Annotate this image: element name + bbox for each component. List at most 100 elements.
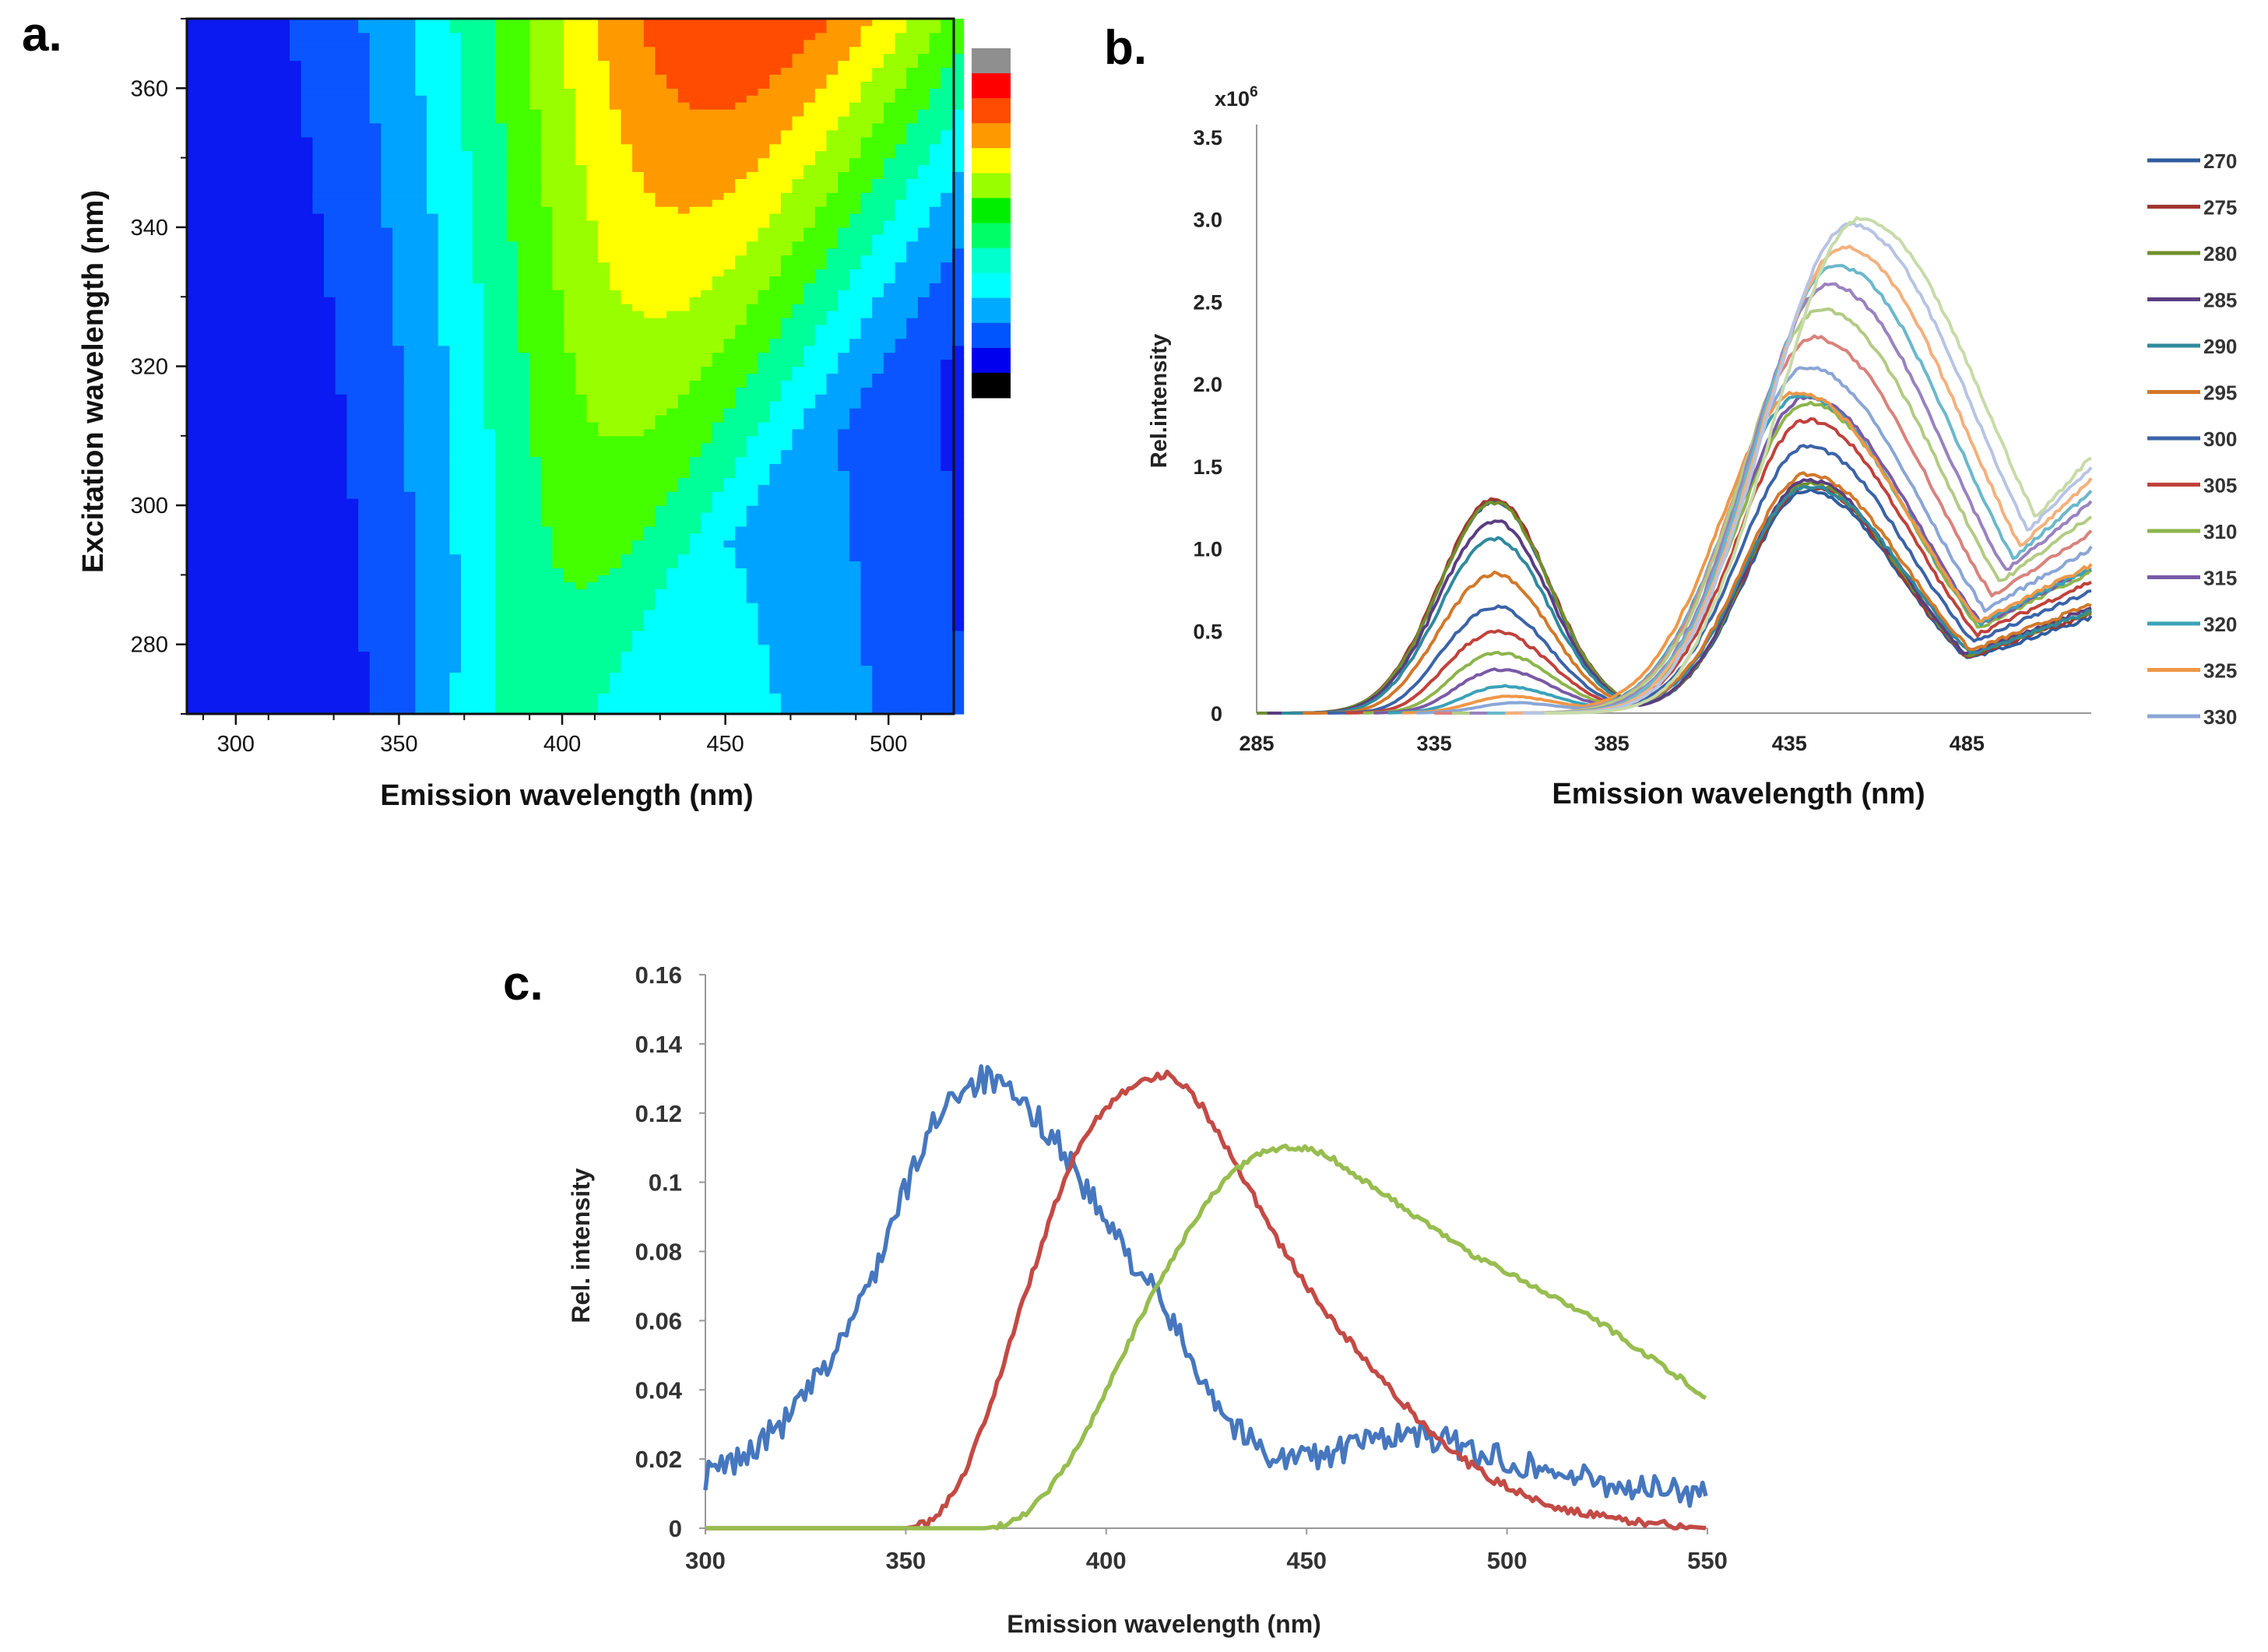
heatmap-cell	[346, 67, 359, 75]
heatmap-cell	[472, 477, 485, 485]
heatmap-cell	[369, 283, 382, 290]
heatmap-cell	[575, 623, 588, 631]
heatmap-cell	[701, 707, 713, 715]
heatmap-cell	[266, 672, 279, 680]
heatmap-cell	[609, 421, 622, 430]
heatmap-cell	[632, 421, 645, 430]
heatmap-cell	[655, 707, 667, 715]
heatmap-cell	[209, 290, 222, 297]
heatmap-cell	[301, 248, 313, 256]
heatmap-cell	[335, 394, 347, 402]
heatmap-cell	[586, 318, 599, 325]
heatmap-cell	[392, 484, 405, 492]
heatmap-cell	[666, 331, 679, 339]
heatmap-cell	[346, 143, 359, 152]
heatmap-cell	[746, 568, 759, 575]
heatmap-cell	[575, 255, 588, 263]
heatmap-cell	[324, 672, 336, 680]
heatmap-cell	[335, 463, 347, 471]
heatmap-cell	[438, 269, 450, 276]
heatmap-cell	[244, 136, 256, 145]
heatmap-cell	[346, 157, 359, 166]
heatmap-cell	[666, 269, 679, 276]
heatmap-cell	[266, 665, 279, 673]
heatmap-cell	[312, 582, 325, 589]
heatmap-cell	[643, 554, 656, 562]
heatmap-cell	[701, 304, 713, 311]
heatmap-cell	[358, 589, 371, 596]
heatmap-cell	[290, 498, 302, 506]
heatmap-cell	[643, 693, 656, 701]
heatmap-cell	[575, 582, 588, 589]
heatmap-cell	[598, 470, 610, 478]
heatmap-cell	[575, 540, 588, 548]
heatmap-cell	[438, 352, 450, 360]
heatmap-cell	[335, 88, 347, 96]
heatmap-cell	[209, 178, 222, 186]
heatmap-cell	[506, 136, 519, 145]
heatmap-cell	[335, 220, 347, 228]
heatmap-cell	[666, 297, 679, 304]
heatmap-cell	[221, 304, 234, 311]
heatmap-cell	[290, 255, 302, 263]
heatmap-cell	[712, 366, 725, 374]
heatmap-cell	[324, 428, 336, 437]
heatmap-cell	[209, 603, 222, 610]
heatmap-cell	[312, 449, 325, 458]
heatmap-cell	[586, 568, 599, 575]
heatmap-cell	[266, 442, 279, 451]
heatmap-cell	[564, 380, 576, 388]
heatmap-cell	[221, 575, 234, 582]
heatmap-cell	[255, 129, 268, 138]
heatmap-cell	[221, 338, 234, 346]
heatmap-cell	[552, 679, 564, 687]
heatmap-cell	[358, 352, 371, 360]
heatmap-cell	[666, 129, 679, 138]
heatmap-cell	[187, 547, 199, 555]
heatmap-cell	[278, 623, 290, 631]
heatmap-cell	[746, 67, 759, 75]
heatmap-cell	[506, 672, 519, 680]
heatmap-cell	[324, 470, 336, 478]
heatmap-cell	[369, 484, 382, 492]
heatmap-cell	[266, 95, 279, 103]
heatmap-cell	[723, 74, 736, 82]
heatmap-cell	[312, 53, 325, 62]
heatmap-cell	[187, 512, 199, 520]
heatmap-cell	[187, 491, 199, 499]
heatmap-cell	[324, 561, 336, 568]
heatmap-cell	[244, 116, 256, 124]
heatmap-cell	[369, 136, 382, 145]
heatmap-cell	[198, 102, 210, 110]
heatmap-cell	[518, 199, 530, 207]
heatmap-cell	[232, 519, 244, 527]
heatmap-cell	[621, 255, 633, 263]
heatmap-cell	[689, 19, 701, 26]
heatmap-cell	[221, 456, 234, 465]
heatmap-cell	[575, 269, 588, 276]
heatmap-cell	[244, 498, 256, 506]
heatmap-cell	[712, 269, 725, 276]
heatmap-cell	[540, 561, 554, 568]
heatmap-cell	[495, 297, 508, 304]
heatmap-cell	[689, 387, 701, 395]
heatmap-cell	[358, 123, 371, 131]
heatmap-cell	[506, 283, 519, 290]
heatmap-cell	[312, 519, 325, 527]
heatmap-cell	[221, 491, 234, 499]
heatmap-cell	[518, 220, 530, 228]
heatmap-cell	[529, 630, 542, 638]
heatmap-cell	[232, 81, 244, 89]
heatmap-cell	[518, 81, 530, 89]
heatmap-cell	[701, 651, 713, 659]
heatmap-cell	[232, 561, 244, 568]
heatmap-cell	[427, 547, 439, 555]
heatmap-cell	[723, 81, 736, 89]
heatmap-cell	[221, 525, 234, 534]
heatmap-cell	[575, 39, 588, 47]
heatmap-cell	[415, 449, 427, 458]
heatmap-cell	[335, 637, 347, 645]
heatmap-cell	[358, 269, 371, 276]
heatmap-cell	[290, 129, 302, 138]
heatmap-cell	[198, 672, 210, 680]
